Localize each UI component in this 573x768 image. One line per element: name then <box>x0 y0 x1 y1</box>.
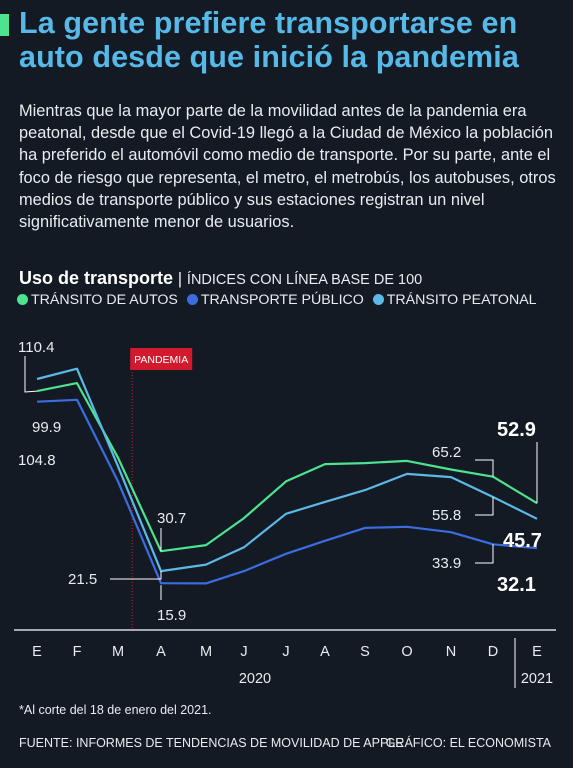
x-tick-label: S <box>360 644 370 660</box>
x-tick-label: M <box>112 644 124 660</box>
series-line-autos <box>36 382 538 553</box>
chart-legend: TRÁNSITO DE AUTOS TRANSPORTE PÚBLICO TRÁ… <box>17 292 542 308</box>
series-line-publico <box>36 398 538 585</box>
value-label-peatonal-end: 45.7 <box>503 530 542 552</box>
leader-start <box>24 356 38 393</box>
x-tick-label: D <box>488 644 498 660</box>
value-label-publico-low: 15.9 <box>157 607 186 624</box>
value-label-peatonal-start: 110.4 <box>18 339 54 356</box>
legend-dot-publico <box>186 294 198 305</box>
chart-title: Uso de transporte <box>19 268 174 288</box>
value-label-autos-start: 104.8 <box>18 452 56 469</box>
x-tick-label: E <box>532 644 542 660</box>
x-tick-label: O <box>401 644 412 660</box>
chart-subtitle: ÍNDICES CON LÍNEA BASE DE 100 <box>186 272 423 288</box>
value-label-peatonal-low: 21.5 <box>68 571 97 588</box>
legend-label-autos: TRÁNSITO DE AUTOS <box>31 292 178 308</box>
graphic-credit: GRÁFICO: EL ECONOMISTA <box>385 736 551 750</box>
x-tick-label: E <box>32 644 42 660</box>
value-label-peatonal-dec: 55.8 <box>432 507 461 524</box>
legend-label-publico: TRANSPORTE PÚBLICO <box>200 292 364 308</box>
year-label-2021: 2021 <box>521 671 553 687</box>
leader-peatonal-low <box>110 571 162 580</box>
x-tick-label: M <box>200 644 212 660</box>
source-note: FUENTE: INFORMES DE TENDENCIAS DE MOVILI… <box>19 736 404 750</box>
series-line-peatonal <box>36 367 538 573</box>
x-tick-label: J <box>282 644 289 660</box>
value-label-publico-end: 32.1 <box>497 574 536 596</box>
leader-publico-dec <box>475 544 494 564</box>
x-tick-label: N <box>446 644 456 660</box>
legend-item-autos: TRÁNSITO DE AUTOS <box>17 292 178 308</box>
subhead-separator: | <box>177 269 183 288</box>
x-tick-label: A <box>156 644 166 660</box>
leader-peatonal-dec <box>475 496 494 516</box>
x-tick-label: A <box>320 644 330 660</box>
legend-dot-autos <box>17 294 28 305</box>
title-accent-bar <box>0 14 9 36</box>
page-title: La gente prefiere transportarse en auto … <box>19 6 519 74</box>
value-label-autos-low: 30.7 <box>157 510 186 527</box>
line-chart: PANDEMIA E F M A M J J A S O N D E 2020 2021 110.4 99.9 10… <box>14 339 556 688</box>
footnote: *Al corte del 18 de enero del 2021. <box>19 703 212 717</box>
intro-paragraph: Mientras que la mayor parte de la movili… <box>19 102 556 232</box>
value-label-publico-dec: 33.9 <box>432 555 461 572</box>
pandemia-label-box <box>130 348 193 370</box>
year-label-2020: 2020 <box>239 671 271 687</box>
x-tick-label: F <box>73 644 82 660</box>
x-tick-label: J <box>240 644 247 660</box>
value-label-autos-dec: 65.2 <box>432 444 461 461</box>
pandemia-label: PANDEMIA <box>134 354 188 366</box>
value-label-autos-end: 52.9 <box>497 419 536 441</box>
chart-subhead: Uso de transporte | ÍNDICES CON LÍNEA BA… <box>19 268 422 289</box>
legend-item-publico: TRANSPORTE PÚBLICO <box>186 292 364 308</box>
value-label-publico-start: 99.9 <box>32 419 61 436</box>
legend-dot-peatonal <box>372 294 384 305</box>
legend-label-peatonal: TRÁNSITO PEATONAL <box>386 292 537 308</box>
leader-autos-dec <box>475 459 494 477</box>
legend-item-peatonal: TRÁNSITO PEATONAL <box>372 292 537 308</box>
